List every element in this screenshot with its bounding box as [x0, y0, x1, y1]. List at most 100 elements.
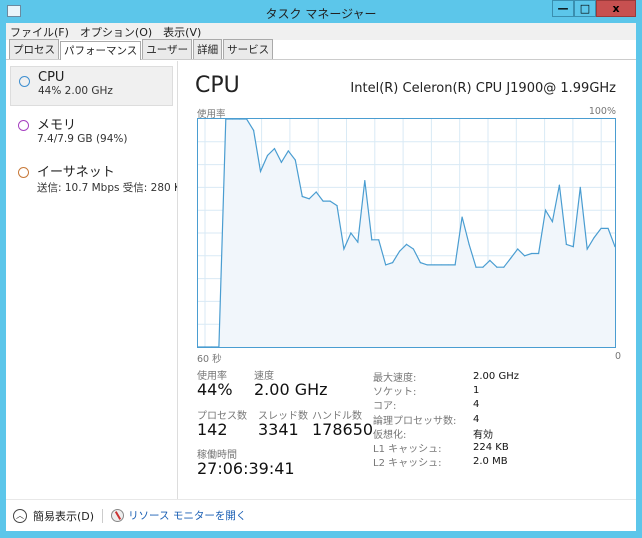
- cpu-circle-icon: [19, 76, 30, 87]
- usage-point: [357, 241, 359, 243]
- threads-value: 3341: [258, 420, 299, 439]
- menu-options[interactable]: オプション(O): [79, 25, 153, 39]
- usage-point: [461, 216, 463, 218]
- threads-label: スレッド数: [258, 411, 308, 422]
- fewer-details-button[interactable]: 簡易表示(D): [33, 509, 95, 523]
- processes-label: プロセス数: [197, 411, 247, 422]
- usage-point: [225, 118, 227, 120]
- cpu-model: Intel(R) Celeron(R) CPU J1900@ 1.99GHz: [350, 81, 616, 96]
- usage-point: [475, 266, 477, 268]
- usage-point: [447, 264, 449, 266]
- open-resource-monitor-link[interactable]: リソース モニターを開く: [128, 510, 247, 522]
- detail-value: 2.0 MB: [473, 456, 508, 468]
- usage-point: [280, 161, 282, 163]
- title-bar: タスク マネージャー — □ x: [0, 0, 642, 23]
- tab-details[interactable]: 詳細: [193, 39, 223, 59]
- usage-area: [198, 119, 615, 347]
- sidebar-item-cpu[interactable]: CPU 44% 2.00 GHz: [10, 66, 173, 106]
- usage-point: [565, 243, 567, 245]
- detail-row: 仮想化: 有効: [373, 426, 633, 441]
- detail-value: 1: [473, 384, 480, 396]
- usage-point: [232, 118, 234, 120]
- usage-point: [405, 243, 408, 245]
- usage-point: [600, 227, 602, 230]
- detail-row: コア: 4: [373, 398, 633, 412]
- handles-label: ハンドル数: [312, 411, 362, 422]
- usage-point: [503, 266, 505, 268]
- usage-point: [454, 264, 456, 266]
- tab-performance[interactable]: パフォーマンス: [60, 41, 142, 60]
- menu-view[interactable]: 表示(V): [163, 25, 202, 39]
- usage-point: [294, 159, 296, 161]
- x-axis-right-label: 0: [615, 351, 622, 362]
- uptime-value: 27:06:39:41: [197, 459, 295, 478]
- usage-point: [301, 195, 303, 198]
- detail-value: 有効: [473, 429, 493, 441]
- chevron-up-icon[interactable]: ︿: [13, 508, 27, 523]
- usage-point: [350, 232, 352, 234]
- processes-value: 142: [197, 420, 228, 439]
- app-icon: [7, 5, 21, 17]
- cpu-usage-graph: [197, 118, 616, 348]
- maximize-button[interactable]: □: [574, 0, 596, 17]
- tab-processes[interactable]: プロセス: [9, 39, 59, 59]
- resource-monitor-icon: [111, 509, 125, 522]
- tab-users[interactable]: ユーザー: [142, 39, 193, 59]
- usage-point: [322, 200, 324, 202]
- usage-point: [524, 255, 526, 257]
- usage-point: [329, 200, 331, 202]
- usage-point: [287, 150, 289, 152]
- detail-label: 論理プロセッサ数:: [373, 415, 457, 427]
- usage-point: [496, 266, 498, 268]
- usage-point: [412, 248, 415, 250]
- detail-label: L1 キャッシュ:: [373, 444, 442, 456]
- memory-circle-icon: [18, 120, 29, 131]
- bottom-bar: ︿ 簡易表示(D) リソース モニターを開く: [6, 499, 636, 531]
- usage-point: [551, 221, 554, 223]
- usage-point: [246, 118, 248, 120]
- usage-point: [433, 264, 435, 266]
- usage-point: [510, 257, 512, 259]
- window-title: タスク マネージャー: [265, 7, 377, 21]
- usage-point: [593, 236, 595, 239]
- usage-point: [392, 262, 394, 264]
- sidebar-item-ethernet[interactable]: イーサネット 送信: 10.7 Mbps 受信: 280 Kb: [6, 158, 177, 200]
- usage-point: [273, 148, 276, 150]
- minimize-button[interactable]: —: [552, 0, 574, 17]
- sidebar: CPU 44% 2.00 GHz メモリ 7.4/7.9 GB (94%) イー…: [6, 61, 178, 499]
- usage-point: [371, 239, 373, 241]
- tab-services[interactable]: サービス: [223, 39, 274, 59]
- detail-label: コア:: [373, 401, 397, 413]
- menu-file[interactable]: ファイル(F): [10, 25, 69, 39]
- usage-point: [468, 243, 470, 245]
- usage-point: [544, 209, 547, 211]
- usage-value: 44%: [197, 380, 233, 399]
- usage-point: [378, 239, 380, 241]
- ethernet-circle-icon: [18, 167, 29, 178]
- usage-point: [266, 154, 269, 157]
- usage-point: [572, 246, 574, 248]
- usage-point: [426, 264, 428, 266]
- usage-point: [489, 259, 491, 261]
- detail-value: 4: [473, 413, 480, 425]
- usage-point: [308, 198, 310, 200]
- speed-label: 速度: [254, 371, 274, 382]
- usage-point: [537, 252, 540, 255]
- sidebar-item-label: イーサネット: [37, 165, 115, 180]
- sidebar-item-sub: 44% 2.00 GHz: [38, 85, 113, 97]
- detail-row: ソケット: 1: [373, 383, 633, 398]
- sidebar-item-memory[interactable]: メモリ 7.4/7.9 GB (94%): [6, 111, 177, 153]
- handles-value: 178650: [312, 420, 374, 439]
- detail-row: L2 キャッシュ: 2.0 MB: [373, 455, 633, 469]
- detail-value: 224 KB: [473, 442, 509, 454]
- detail-row: 論理プロセッサ数: 4: [373, 412, 633, 427]
- usage-point: [586, 248, 588, 250]
- chart-label: 使用率: [197, 109, 226, 120]
- close-button[interactable]: x: [596, 0, 636, 17]
- usage-point: [607, 227, 609, 230]
- usage-point: [315, 191, 317, 193]
- tab-bar: プロセス パフォーマンス ユーザー 詳細 サービス: [6, 39, 636, 60]
- usage-point: [517, 248, 519, 250]
- speed-value: 2.00 GHz: [254, 380, 328, 399]
- chart-max-label: 100%: [588, 106, 616, 117]
